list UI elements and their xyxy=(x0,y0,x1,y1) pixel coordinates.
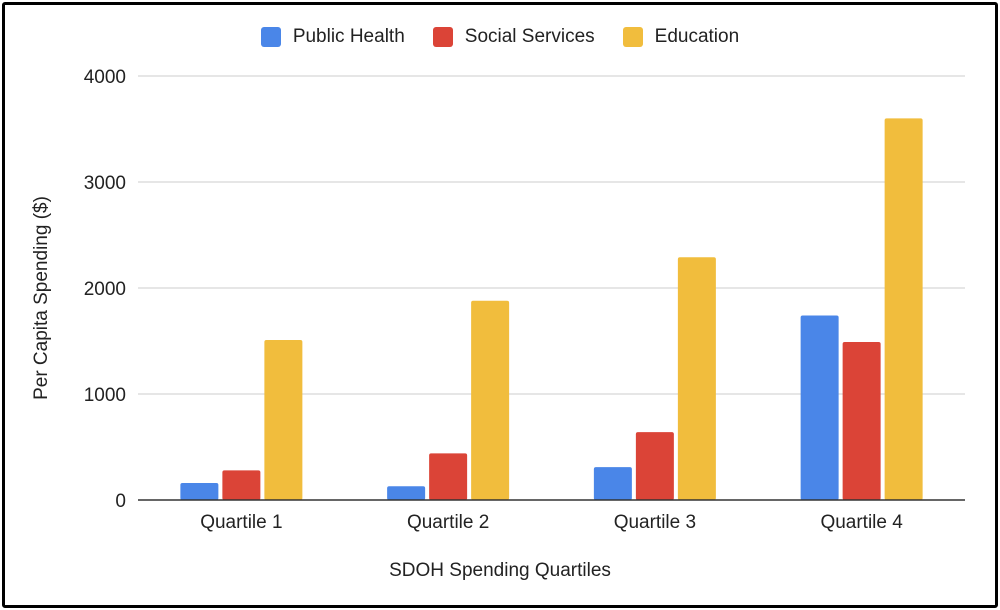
legend-item-education: Education xyxy=(622,26,740,48)
legend-swatch-social-services xyxy=(432,27,453,47)
bar-public-health-q2 xyxy=(387,486,426,500)
y-tick-label-2000: 2000 xyxy=(84,279,126,300)
y-axis-title: Per Capita Spending ($) xyxy=(31,196,52,400)
legend-swatch-education xyxy=(622,27,643,47)
bar-education-q1 xyxy=(264,339,303,500)
bar-social-services-q2 xyxy=(429,453,468,500)
bar-education-q2 xyxy=(471,300,510,500)
legend: Public Health Social Services Education xyxy=(0,24,1000,50)
bar-public-health-q4 xyxy=(800,315,839,500)
legend-item-public-health: Public Health xyxy=(260,26,405,48)
y-tick-label-4000: 4000 xyxy=(84,67,126,88)
x-tick-label-2: Quartile 2 xyxy=(407,512,489,533)
legend-label-public-health: Public Health xyxy=(292,26,405,47)
legend-label-social-services: Social Services xyxy=(464,26,595,47)
bar-public-health-q1 xyxy=(180,483,219,500)
x-tick-label-1: Quartile 1 xyxy=(200,512,282,533)
x-tick-label-4: Quartile 4 xyxy=(820,512,903,533)
legend-swatch-public-health xyxy=(260,27,281,47)
y-tick-label-0: 0 xyxy=(115,491,126,512)
bar-social-services-q3 xyxy=(635,432,674,500)
legend-label-education: Education xyxy=(654,26,740,47)
legend-item-social-services: Social Services xyxy=(432,26,595,48)
y-tick-label-3000: 3000 xyxy=(84,173,126,194)
bar-social-services-q1 xyxy=(222,470,261,500)
bar-education-q3 xyxy=(677,257,716,500)
bar-social-services-q4 xyxy=(842,342,881,500)
bar-education-q4 xyxy=(884,118,923,501)
y-tick-label-1000: 1000 xyxy=(84,385,126,406)
x-tick-label-3: Quartile 3 xyxy=(614,512,696,533)
x-axis-title: SDOH Spending Quartiles xyxy=(389,560,611,581)
bar-public-health-q3 xyxy=(593,467,632,500)
